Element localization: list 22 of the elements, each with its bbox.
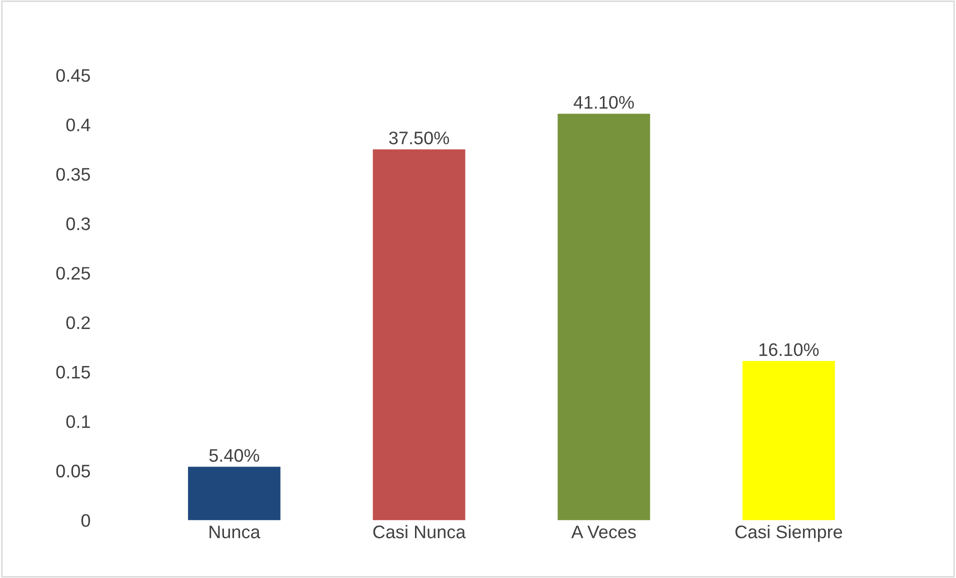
y-tick-label: 0.1 <box>66 415 90 428</box>
y-tick-label: 0.15 <box>56 366 90 379</box>
data-label: 16.10% <box>759 343 819 356</box>
y-tick-label: 0.45 <box>56 69 90 82</box>
x-tick-label: Casi Nunca <box>373 525 466 538</box>
data-label: 5.40% <box>209 449 260 462</box>
x-tick-label: A Veces <box>571 526 636 538</box>
y-tick-label: 0.05 <box>56 464 90 478</box>
bar <box>372 149 466 520</box>
y-tick-label: 0.35 <box>56 168 90 181</box>
x-tick-label: Nunca <box>210 526 260 538</box>
y-tick-label: 0.4 <box>66 118 90 132</box>
bar <box>188 466 280 520</box>
data-label: 37.50% <box>389 132 450 144</box>
data-label: 41.10% <box>574 96 634 109</box>
x-tick-label: Casi Siempre <box>735 525 842 542</box>
y-tick-label: 0 <box>81 514 90 527</box>
y-tick-label: 0.3 <box>66 217 90 230</box>
y-tick-label: 0.25 <box>56 266 90 280</box>
bar <box>742 360 835 520</box>
bar <box>558 114 650 520</box>
y-tick-label: 0.2 <box>66 316 90 330</box>
